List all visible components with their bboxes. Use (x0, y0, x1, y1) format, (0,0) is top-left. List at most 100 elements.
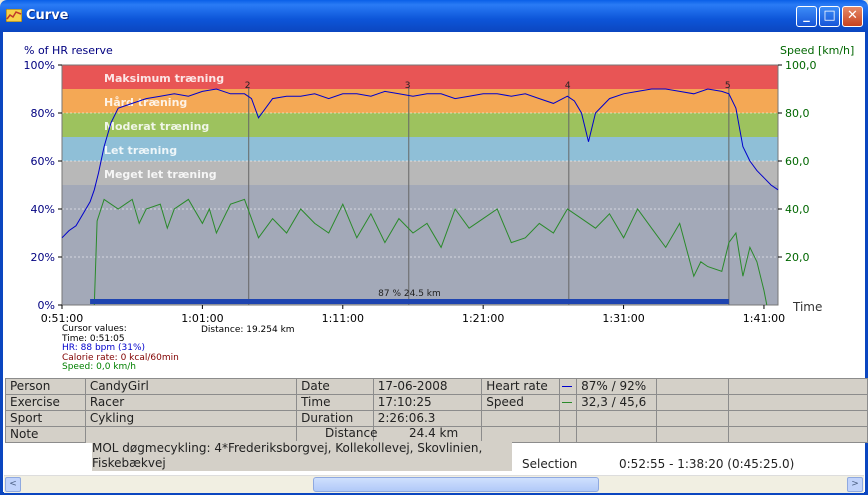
zone-label: Moderat træning (104, 120, 209, 133)
x-tick-label: 1:01:00 (181, 312, 223, 325)
zone-label: Hård træning (104, 96, 187, 109)
left-tick-label: 100% (24, 59, 55, 72)
empty-cell (656, 410, 729, 427)
duration-label: Duration (296, 410, 374, 427)
empty-cell (656, 426, 729, 443)
empty-cell (727, 426, 868, 443)
left-axis-label: % of HR reserve (24, 44, 113, 57)
maximize-button[interactable]: □ (819, 6, 840, 27)
zone-label: Meget let træning (104, 168, 217, 181)
right-tick-label: 100,0 (785, 59, 817, 72)
heart-rate-series-line (61, 88, 779, 239)
hr-legend-line (559, 378, 578, 395)
empty-cell (727, 378, 868, 395)
date-label: Date (296, 378, 374, 395)
person-value: CandyGirl (84, 378, 298, 395)
right-axis-label: Speed [km/h] (780, 44, 854, 57)
distance-value: 24.4 km (409, 426, 459, 440)
lap-label: 3 (405, 81, 411, 91)
plot-border (61, 64, 779, 306)
selection-value: 0:52:55 - 1:38:20 (0:45:25.0) (619, 457, 795, 471)
empty-cell (481, 410, 561, 427)
distance-row: Distance (325, 426, 377, 440)
cursor-speed: Speed: 0,0 km/h (62, 362, 136, 372)
title-bar[interactable]: Curve _ □ ✕ (0, 0, 868, 32)
speed-legend-label: Speed (481, 394, 561, 411)
time-label: Time (296, 394, 374, 411)
zone-band (62, 161, 778, 185)
zone-label: Maksimum træning (104, 72, 224, 85)
cursor-calorie: Calorie rate: 0 kcal/60min (62, 352, 179, 363)
empty-cell (84, 426, 298, 443)
time-value: 17:10:25 (372, 394, 483, 411)
sport-value: Cykling (84, 410, 298, 427)
x-axis-label: Time (792, 300, 822, 314)
sport-label: Sport (5, 410, 86, 427)
speed-legend-value: 32,3 / 45,6 (576, 394, 658, 411)
selection-bar-label: 87 % 24.5 km (378, 289, 441, 299)
minimize-button[interactable]: _ (796, 6, 817, 27)
chart-icon (6, 9, 22, 22)
cursor-header: Cursor values: (62, 324, 127, 334)
empty-cell (727, 410, 868, 427)
x-tick-label: 1:21:00 (462, 312, 504, 325)
close-button[interactable]: ✕ (842, 6, 863, 27)
scroll-left-button[interactable]: < (5, 477, 21, 492)
x-tick-label: 1:31:00 (602, 312, 644, 325)
zone-band (62, 65, 778, 89)
right-tick-label: 20,0 (785, 251, 810, 264)
left-tick-label: 20% (31, 251, 55, 264)
lap-label: 5 (725, 81, 731, 91)
distance-label: Distance (325, 426, 378, 440)
cursor-distance: Distance: 19.254 km (201, 325, 295, 335)
left-tick-label: 60% (31, 155, 55, 168)
empty-cell (559, 410, 578, 427)
curve-chart[interactable]: % of HR reserve Speed [km/h] Time Maksim… (0, 32, 868, 352)
zone-band (62, 185, 778, 305)
empty-cell (576, 410, 658, 427)
person-label: Person (5, 378, 86, 395)
left-tick-label: 80% (31, 107, 55, 120)
hr-legend-swatch (562, 386, 573, 387)
empty-cell (656, 394, 729, 411)
zone-label: Let træning (104, 144, 177, 157)
empty-cell (656, 378, 729, 395)
left-tick-label: 0% (38, 299, 55, 312)
zone-band (62, 137, 778, 161)
scrollbar-thumb[interactable] (313, 477, 599, 492)
duration-value: 2:26:06.3 (372, 410, 483, 427)
cursor-time: Time: 0:51:05 (62, 333, 125, 344)
date-value: 17-06-2008 (372, 378, 483, 395)
speed-series-line (93, 198, 768, 306)
window-title: Curve (26, 8, 69, 23)
right-tick-label: 60,0 (785, 155, 810, 168)
lap-label: 4 (565, 81, 571, 91)
cursor-values: Cursor values: Time: 0:51:05 HR: 88 bpm … (62, 324, 179, 373)
exercise-label: Exercise (5, 394, 86, 411)
zone-band (62, 89, 778, 113)
horizontal-scrollbar[interactable]: < > (4, 475, 864, 493)
empty-cell (727, 394, 868, 411)
empty-cell (559, 426, 578, 443)
hr-legend-value: 87% / 92% (576, 378, 658, 395)
left-tick-label: 40% (31, 203, 55, 216)
empty-cell (576, 426, 658, 443)
lap-label: 2 (245, 81, 251, 91)
scroll-right-button[interactable]: > (847, 477, 863, 492)
zone-band (62, 113, 778, 137)
cursor-hr: HR: 88 bpm (31%) (62, 343, 146, 353)
right-tick-label: 40,0 (785, 203, 810, 216)
exercise-info-table: Person CandyGirl Date 17-06-2008 Heart r… (5, 378, 868, 443)
selection-label: Selection (522, 457, 578, 471)
note-value: MOL døgmecykling: 4*Frederiksborgvej, Ko… (92, 441, 512, 471)
exercise-value: Racer (84, 394, 298, 411)
right-tick-label: 80,0 (785, 107, 810, 120)
speed-legend-line (559, 394, 578, 411)
hr-legend-label: Heart rate (481, 378, 561, 395)
speed-legend-swatch (562, 402, 573, 403)
selection-bar (90, 299, 729, 304)
x-tick-label: 0:51:00 (41, 312, 83, 325)
x-tick-label: 1:41:00 (743, 312, 785, 325)
x-tick-label: 1:11:00 (322, 312, 364, 325)
note-label: Note (5, 426, 86, 443)
